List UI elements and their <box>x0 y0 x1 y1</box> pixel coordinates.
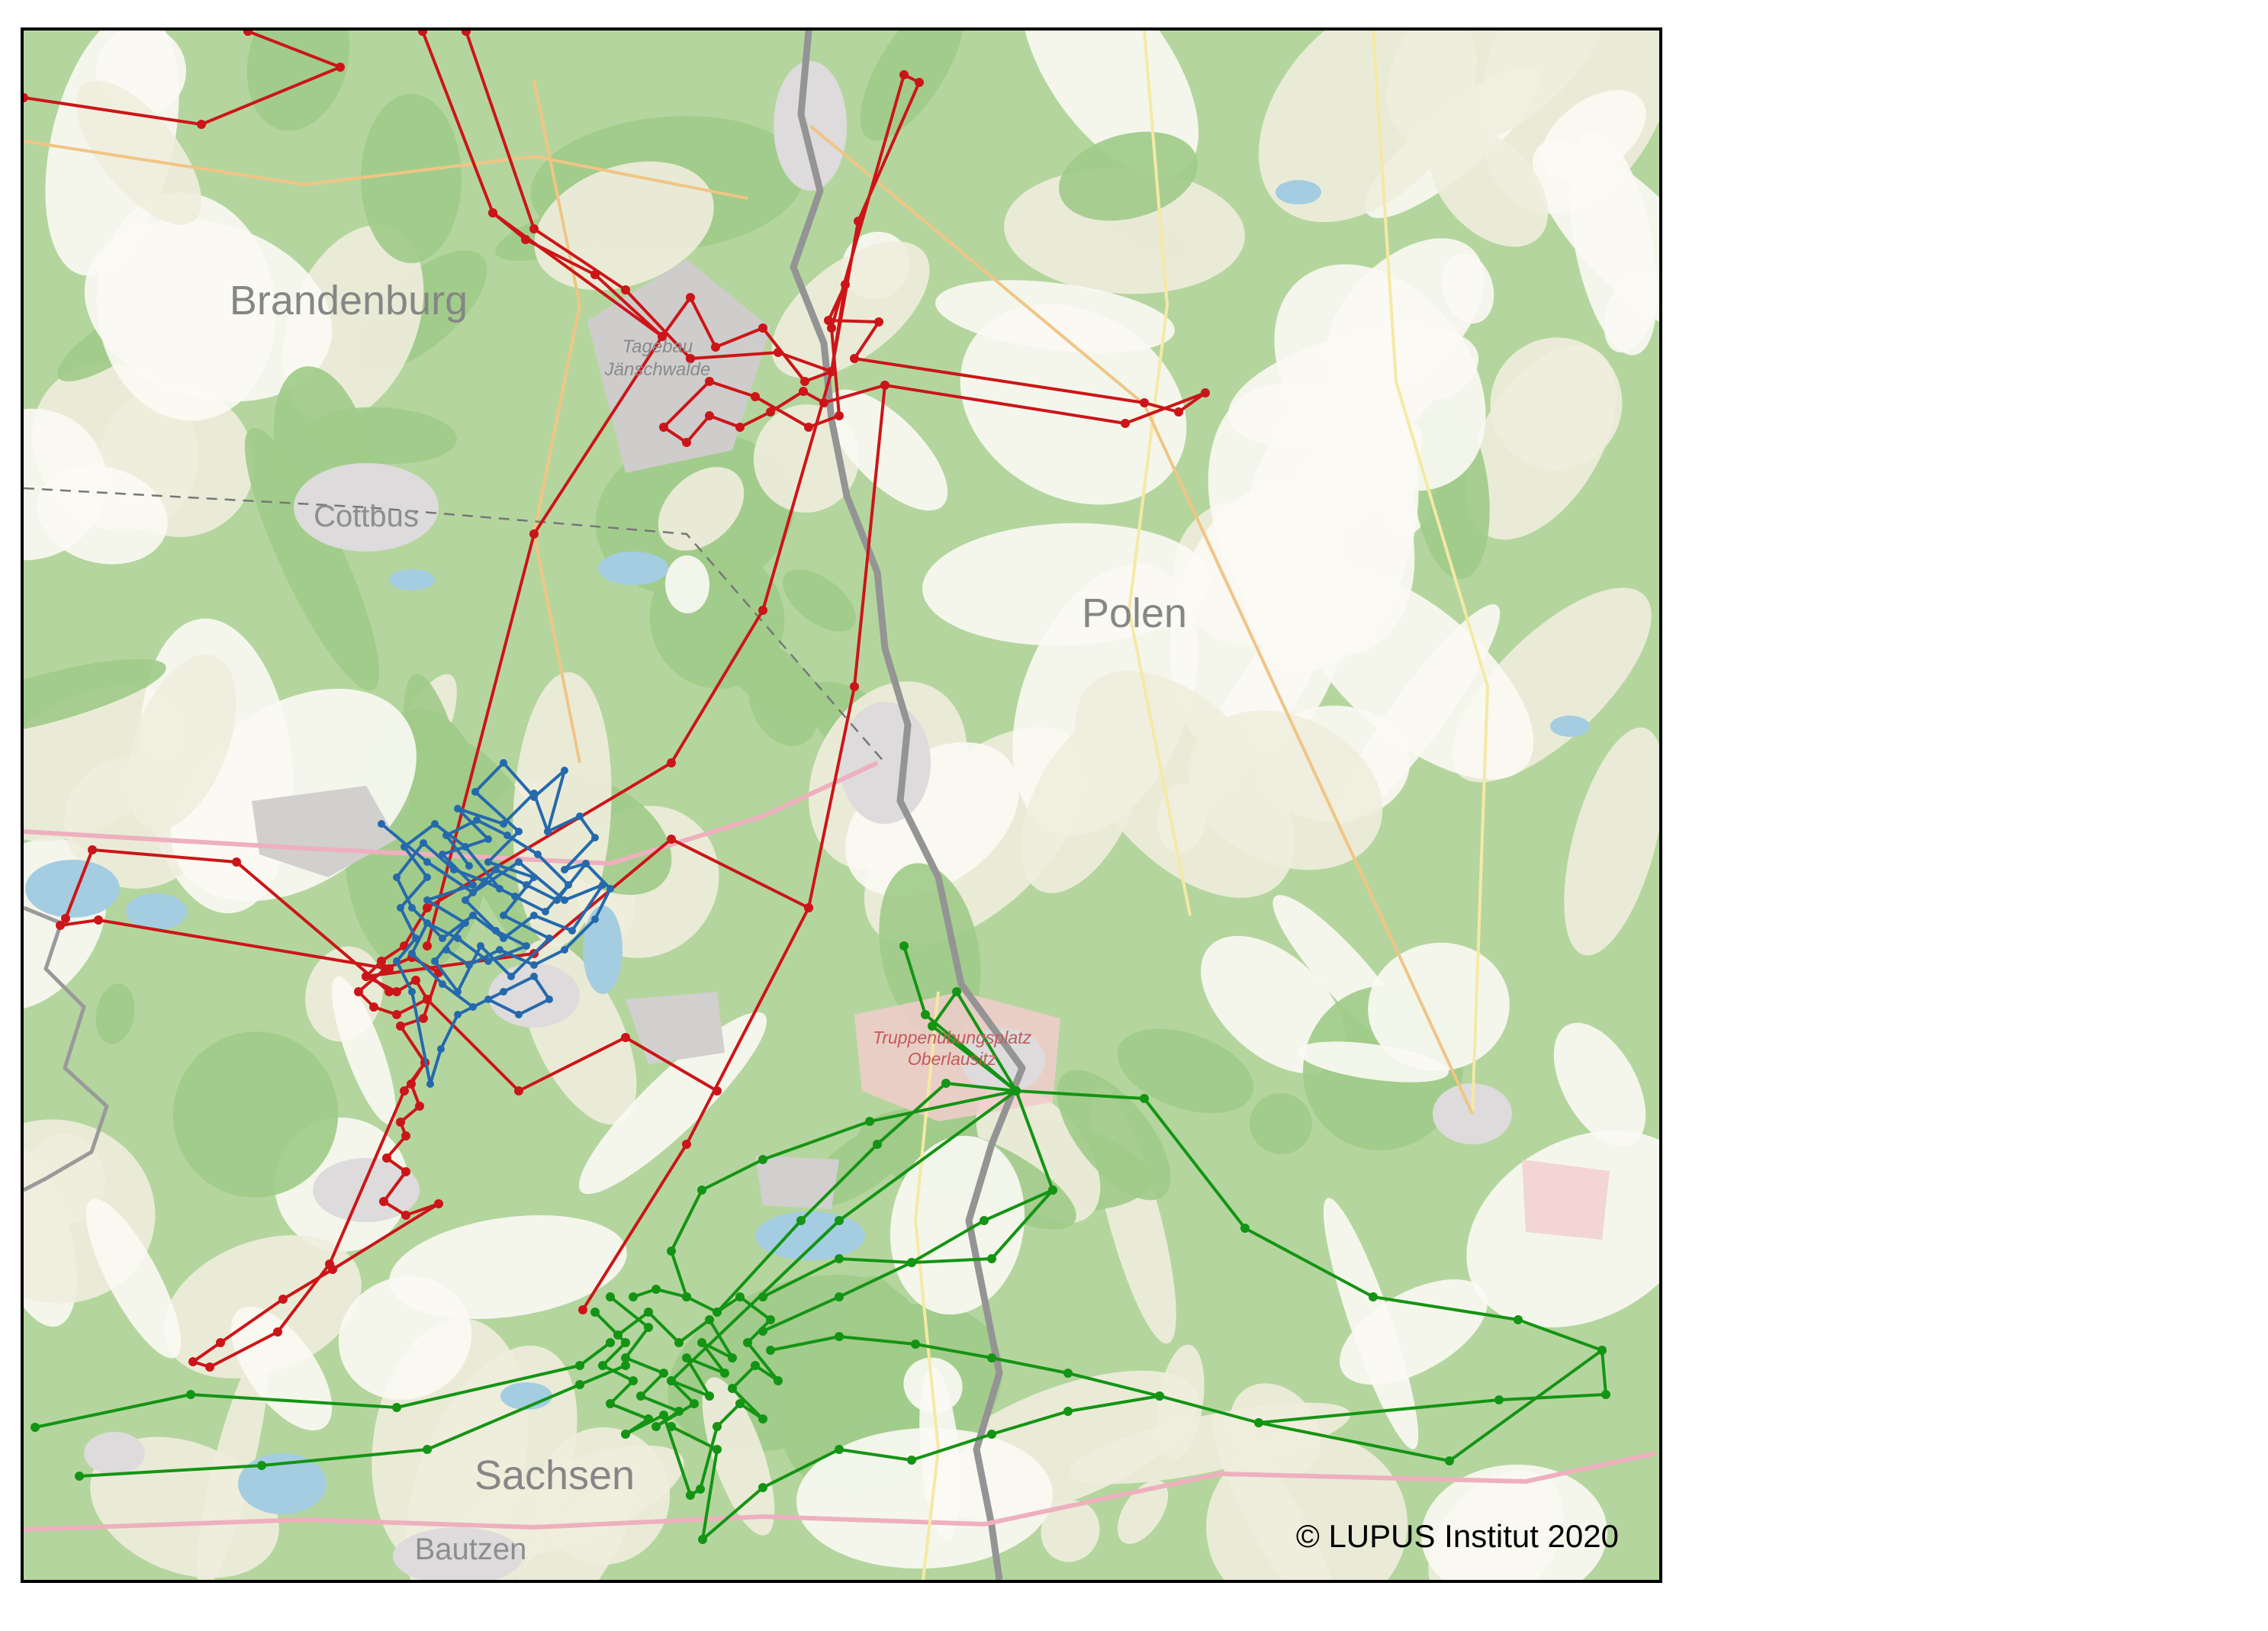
river-neisse <box>790 31 1026 1580</box>
lake <box>1276 180 1321 204</box>
railway <box>24 487 886 764</box>
map-label: Oberlausitz <box>908 1049 997 1069</box>
lake <box>598 552 668 585</box>
map-labels-layer: Brandenburg Cottbus Polen Sachsen Bautzen Tag… <box>230 278 1619 1566</box>
map-label: Bautzen <box>415 1533 527 1566</box>
map-label: Jänschwalde <box>604 359 711 380</box>
map-label: © LUPUS Institut 2020 <box>1296 1518 1619 1554</box>
track-FT11 <box>378 759 614 1088</box>
lake <box>126 893 187 930</box>
road <box>1127 31 1192 916</box>
mine-area-reichwalde <box>755 1156 839 1209</box>
map-label: Tagebau <box>622 336 693 357</box>
urban-kamenz <box>84 1432 145 1475</box>
urban-forst <box>839 702 931 824</box>
basemap-features <box>24 31 1657 1580</box>
lake <box>25 860 120 918</box>
sidebar: LANDESAMT FÜR UMWELT, LANDWIRTSCHAFT UND… <box>1662 0 2268 1604</box>
map-label: Truppenübungsplatz <box>873 1028 1031 1047</box>
mine-area-jaenschwalde <box>587 259 770 473</box>
admin-border <box>24 906 109 1192</box>
map-label: Brandenburg <box>230 278 468 323</box>
mine-area-nochten <box>626 992 725 1064</box>
road <box>1372 31 1490 1115</box>
mine-area-welzow <box>252 786 397 877</box>
urban-cottbus <box>294 463 439 552</box>
wolf-tracks-layer <box>24 31 1610 1544</box>
road-a4 <box>24 1451 1657 1532</box>
road-b115 <box>913 991 941 1580</box>
lake <box>389 569 435 590</box>
map-label: Sachsen <box>475 1452 635 1498</box>
road-b320 <box>24 140 748 200</box>
map-svg: Brandenburg Cottbus Polen Sachsen Bautzen Tag… <box>24 31 1659 1580</box>
road-a15 <box>24 761 879 867</box>
road-b168 <box>532 79 582 764</box>
map-label: Polen <box>1082 590 1187 636</box>
map-label: Cottbus <box>314 500 419 533</box>
lake <box>1550 716 1590 737</box>
map-canvas: Brandenburg Cottbus Polen Sachsen Bautzen Tag… <box>21 27 1662 1583</box>
military-area-poligon <box>1522 1160 1610 1240</box>
urban-bautzen <box>393 1527 523 1580</box>
lake-talsperre-spremberg <box>583 906 622 994</box>
track-MT7 <box>31 941 1610 1544</box>
urban-weisswasser <box>961 1028 1045 1092</box>
